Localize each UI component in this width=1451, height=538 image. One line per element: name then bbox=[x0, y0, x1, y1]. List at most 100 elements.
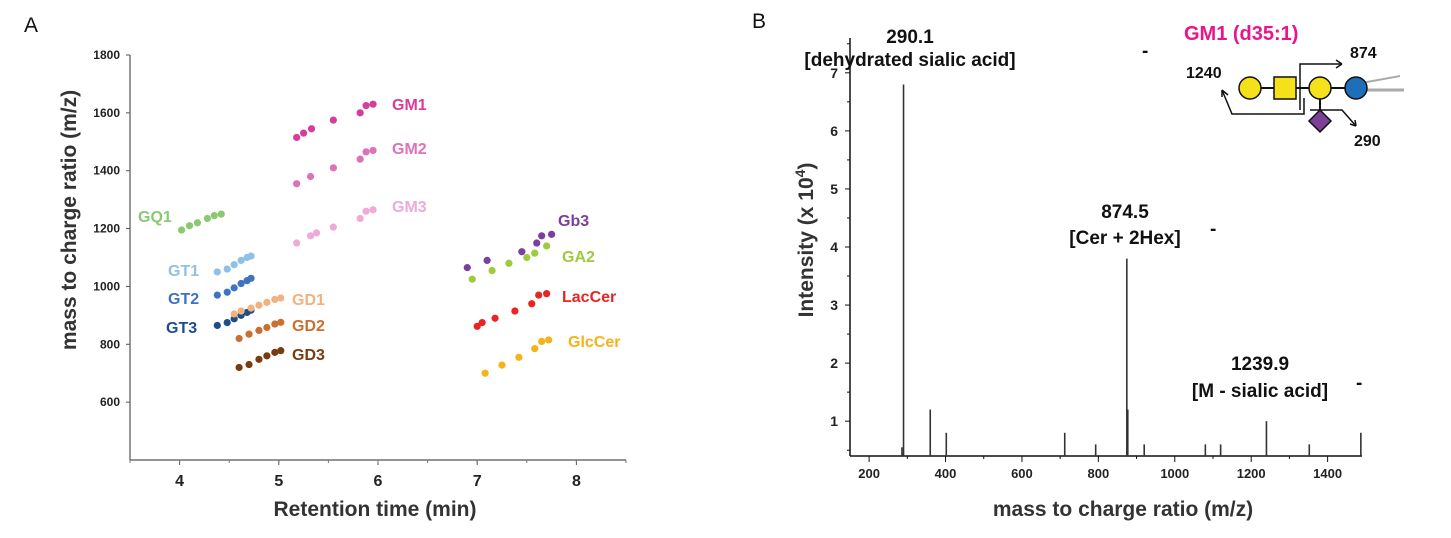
scatter-series-label-gm2: GM2 bbox=[392, 141, 427, 158]
scatter-series-label-gm1: GM1 bbox=[392, 97, 427, 114]
spectrum-x-ticks: 200 400 600 800 1000 1200 1400 bbox=[858, 456, 1342, 481]
scatter-point-gq1 bbox=[185, 222, 194, 230]
scatter-y-tick-label: 800 bbox=[100, 337, 120, 351]
scatter-point-glccer bbox=[531, 345, 539, 353]
spectrum-y-tick-label: 7 bbox=[830, 65, 838, 81]
scatter-series-label-gt3: GT3 bbox=[166, 320, 197, 337]
scatter-point-gt1 bbox=[213, 268, 221, 276]
scatter-point-gt1 bbox=[230, 261, 238, 269]
scatter-point-gt3 bbox=[230, 315, 238, 323]
spectrum-peaks bbox=[901, 84, 1362, 456]
scatter-point-gq1 bbox=[193, 219, 202, 227]
scatter-point-laccer bbox=[478, 318, 486, 327]
scatter-point-laccer bbox=[511, 307, 519, 315]
spectrum-y-tick-label: 1 bbox=[830, 413, 838, 429]
peak-fragment-label: [M - sialic acid] bbox=[1192, 381, 1328, 402]
scatter-point-glccer bbox=[481, 369, 489, 377]
spectrum-x-axis-title: mass to charge ratio (m/z) bbox=[993, 498, 1253, 521]
spectrum-annotations: 290.1[dehydrated sialic acid] - 874.5 [Cer … bbox=[804, 27, 1362, 402]
scatter-point-gm1 bbox=[307, 125, 316, 133]
scatter-point-laccer bbox=[473, 322, 481, 330]
peak-mz-label: 290.1 bbox=[886, 27, 934, 48]
spectrum-y-tick-label: 5 bbox=[830, 181, 838, 197]
scatter-point-gm2 bbox=[369, 146, 377, 155]
peak-charge-label: - bbox=[1142, 41, 1148, 62]
scatter-point-gb3 bbox=[518, 248, 526, 256]
scatter-point-ga2 bbox=[505, 259, 513, 267]
scatter-point-glccer bbox=[515, 353, 523, 361]
spectrum-y-tick-label: 2 bbox=[830, 355, 838, 371]
scatter-series-label-gd2: GD2 bbox=[292, 318, 325, 335]
fragment-1240-arrowhead bbox=[1221, 89, 1229, 97]
scatter-point-gd1 bbox=[230, 310, 238, 318]
sialic-acid-glyph bbox=[1307, 108, 1333, 134]
scatter-y-tick-label: 1200 bbox=[93, 222, 120, 236]
scatter-point-gd3 bbox=[245, 360, 253, 369]
glycan-structure-inset: GM1 (d35:1) 1240 874 290 bbox=[1184, 23, 1404, 150]
scatter-x-tick-label: 5 bbox=[274, 473, 283, 490]
scatter-point-gm1 bbox=[356, 109, 364, 117]
scatter-points bbox=[177, 100, 556, 377]
scatter-point-gd2 bbox=[277, 318, 285, 326]
spectrum-chart: 1 2 3 4 5 6 7 200 400 600 800 1000 1200 1400 290.1[d… bbox=[792, 27, 1362, 521]
scatter-point-gt2 bbox=[223, 288, 231, 296]
scatter-point-gt2 bbox=[237, 279, 245, 288]
spectrum-y-tick-label: 6 bbox=[830, 123, 838, 139]
scatter-x-tick-label: 7 bbox=[473, 473, 482, 490]
spectrum-y-axis-title-exponent: 4 bbox=[792, 169, 808, 177]
scatter-y-axis-title: mass to charge ratio (m/z) bbox=[58, 90, 81, 350]
scatter-point-gm1 bbox=[293, 133, 301, 142]
scatter-point-glccer bbox=[545, 336, 553, 344]
scatter-x-ticks: 4 5 6 7 8 bbox=[129, 460, 627, 490]
scatter-point-gt1 bbox=[247, 252, 255, 260]
scatter-series-labels: GM1 GM2 GM3 GQ1 GT1 GT2 GT3 GD1 GD2 GD3 Gb3 GA2 LacC… bbox=[138, 97, 620, 364]
spectrum-y-axis-title: Intensity (x 104) bbox=[792, 163, 818, 318]
scatter-point-gd3 bbox=[263, 352, 271, 360]
scatter-point-ga2 bbox=[523, 253, 531, 262]
spectrum-y-ticks: 1 2 3 4 5 6 7 bbox=[830, 43, 850, 451]
peak-fragment-label: [Cer + 2Hex] bbox=[1069, 228, 1180, 249]
scatter-y-tick-label: 1600 bbox=[93, 106, 120, 120]
fragment-label-290: 290 bbox=[1354, 133, 1381, 150]
scatter-point-laccer bbox=[528, 300, 536, 308]
scatter-point-gm1 bbox=[329, 116, 337, 124]
spectrum-y-axis-title-close: ) bbox=[795, 163, 818, 170]
galactose-glyph bbox=[1238, 76, 1262, 100]
galnac-glyph bbox=[1273, 76, 1297, 100]
scatter-series-label-ga2: GA2 bbox=[562, 249, 595, 266]
scatter-x-axis-title: Retention time (min) bbox=[274, 498, 477, 521]
scatter-point-gm3 bbox=[369, 206, 377, 214]
scatter-x-tick-label: 8 bbox=[572, 473, 581, 490]
scatter-point-gd1 bbox=[271, 295, 279, 304]
scatter-point-gd1 bbox=[277, 294, 285, 302]
peak-fragment-label: [dehydrated sialic acid] bbox=[804, 50, 1015, 71]
scatter-point-gt3 bbox=[223, 318, 231, 327]
scatter-point-gm2 bbox=[362, 148, 370, 156]
scatter-series-label-gm3: GM3 bbox=[392, 199, 427, 216]
peak-charge-label: - bbox=[1356, 373, 1362, 394]
scatter-point-gb3 bbox=[548, 230, 556, 238]
scatter-series-label-gd1: GD1 bbox=[292, 292, 325, 309]
scatter-point-gb3 bbox=[483, 256, 491, 264]
inset-title: GM1 (d35:1) bbox=[1184, 23, 1298, 45]
scatter-point-gb3 bbox=[538, 232, 546, 240]
scatter-point-ga2 bbox=[543, 242, 551, 250]
scatter-point-gd3 bbox=[271, 348, 279, 356]
scatter-axes bbox=[129, 55, 626, 461]
scatter-point-gm3 bbox=[306, 232, 315, 240]
scatter-point-glccer bbox=[538, 337, 546, 345]
scatter-point-gd2 bbox=[271, 320, 279, 328]
scatter-point-gd3 bbox=[255, 355, 263, 363]
scatter-point-gt2 bbox=[230, 284, 238, 292]
scatter-point-gm3 bbox=[312, 229, 321, 237]
scatter-point-gm1 bbox=[369, 100, 377, 108]
scatter-x-tick-label: 6 bbox=[374, 473, 383, 490]
scatter-y-tick-label: 600 bbox=[100, 395, 120, 409]
spectrum-x-tick-label: 200 bbox=[858, 466, 880, 481]
scatter-point-gd2 bbox=[245, 330, 253, 338]
spectrum-x-tick-label: 1000 bbox=[1160, 466, 1189, 481]
scatter-point-gq1 bbox=[177, 226, 186, 234]
scatter-series-label-gq1: GQ1 bbox=[138, 209, 172, 226]
panel-label-b: B bbox=[752, 10, 766, 33]
